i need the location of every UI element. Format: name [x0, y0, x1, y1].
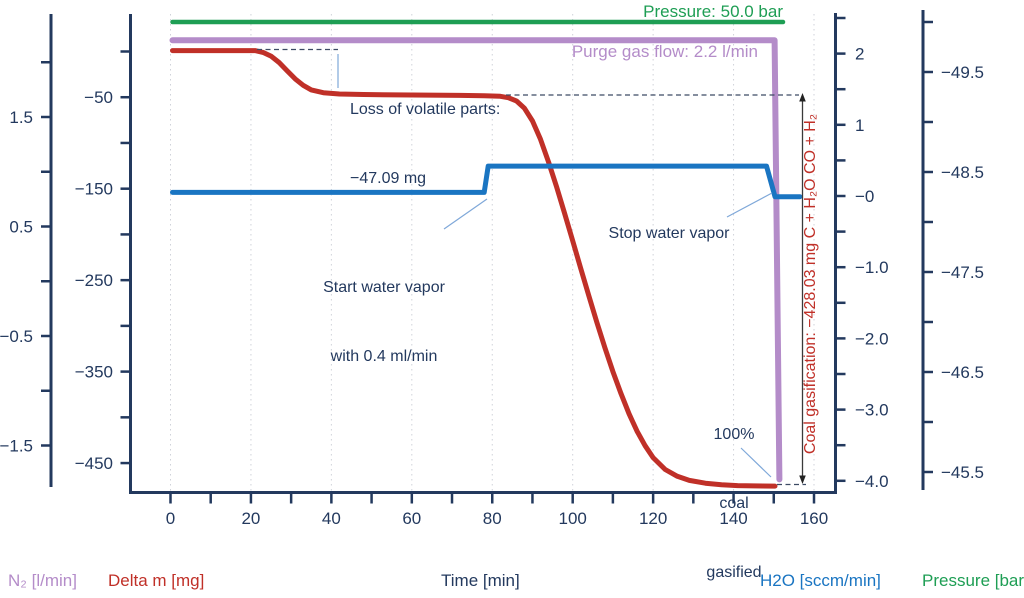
gasified-line2: coal — [719, 495, 749, 512]
n2-tick-label: 1.5 — [9, 108, 33, 127]
x-tick-label: 60 — [402, 509, 421, 528]
n2-axis-label: N₂ [l/min] — [8, 571, 77, 590]
pressure-tick-label: −48.5 — [941, 163, 984, 182]
start-water-annotation: Start water vapor with 0.4 ml/min — [323, 230, 445, 414]
n2-tick-label: −1.5 — [0, 437, 33, 456]
axes — [49, 10, 925, 494]
h2o-tick-label: −0 — [855, 187, 874, 206]
h2o-tick-label: 1 — [855, 116, 864, 135]
h2o-tick-label: −3.0 — [855, 401, 889, 420]
arrow-head-down — [799, 475, 806, 484]
start-leader-line — [443, 198, 488, 230]
gasified-leader-line — [740, 447, 772, 478]
gasified-line3: gasified — [706, 564, 762, 581]
curve-n2 — [169, 37, 783, 483]
delta_m-tick-label: −450 — [75, 454, 113, 473]
gasified-line1: 100% — [713, 426, 755, 443]
loss-annotation-line1: Loss of volatile parts: — [350, 101, 501, 118]
delta_m-tick-label: −50 — [84, 88, 113, 107]
purge-line-label: Purge gas flow: 2.2 l/min — [571, 42, 758, 61]
delta_m-tick-label: −250 — [75, 271, 113, 290]
n2-tick-label: −0.5 — [0, 327, 33, 346]
x-tick-label: 80 — [483, 509, 502, 528]
curve-h2o — [170, 163, 803, 200]
delta-m-axis-label: Delta m [mg] — [108, 571, 205, 590]
plot-frame — [129, 13, 837, 494]
coal-gasification-annotation: Coal gasification: −428.03 mg C + H₂O CO… — [802, 113, 819, 455]
gasified-annotation: 100% coal gasified — [706, 377, 761, 598]
loss-annotation: Loss of volatile parts: −47.09 mg — [350, 52, 500, 236]
arrow-head-up — [799, 93, 806, 102]
delta_m-tick-label: −350 — [75, 363, 113, 382]
x-tick-label: 40 — [322, 509, 341, 528]
tick-marks — [41, 16, 933, 504]
pressure-tick-label: −45.5 — [941, 463, 984, 482]
x-tick-label: 160 — [800, 509, 828, 528]
pressure-tick-label: −47.5 — [941, 263, 984, 282]
x-tick-label: 120 — [639, 509, 667, 528]
pressure-line-label: Pressure: 50.0 bar — [643, 2, 783, 21]
h2o-tick-label: −4.0 — [855, 472, 889, 491]
start-water-line1: Start water vapor — [323, 279, 445, 296]
tick-labels: 1.5 0.5 −0.5 −1.5 −50 −150 −250 −350 −450 2 1 −0 −1.… — [0, 45, 984, 528]
x-tick-label: 100 — [559, 509, 587, 528]
x-tick-label: 20 — [241, 509, 260, 528]
h2o-tick-label: 2 — [855, 45, 864, 64]
stop-leader-line — [726, 192, 773, 218]
x-tick-label: 140 — [719, 509, 747, 528]
annotation-lines — [257, 48, 806, 486]
time-axis-label: Time [min] — [441, 571, 520, 590]
x-tick-label: 0 — [166, 509, 175, 528]
pressure-tick-label: −46.5 — [941, 363, 984, 382]
series-curves — [169, 19, 803, 489]
h2o-axis-label: H2O [sccm/min] — [760, 571, 881, 590]
pressure-tick-label: −49.5 — [941, 63, 984, 82]
curve-delta_m — [170, 48, 778, 489]
delta_m-tick-label: −150 — [75, 180, 113, 199]
h2o-tick-label: −2.0 — [855, 329, 889, 348]
pressure-axis-label: Pressure [bar] — [922, 571, 1024, 590]
n2-tick-label: 0.5 — [9, 218, 33, 237]
stop-water-annotation: Stop water vapor — [608, 225, 730, 242]
start-water-line2: with 0.4 ml/min — [330, 348, 438, 365]
h2o-tick-label: −1.0 — [855, 258, 889, 277]
loss-annotation-line2: −47.09 mg — [350, 170, 427, 187]
